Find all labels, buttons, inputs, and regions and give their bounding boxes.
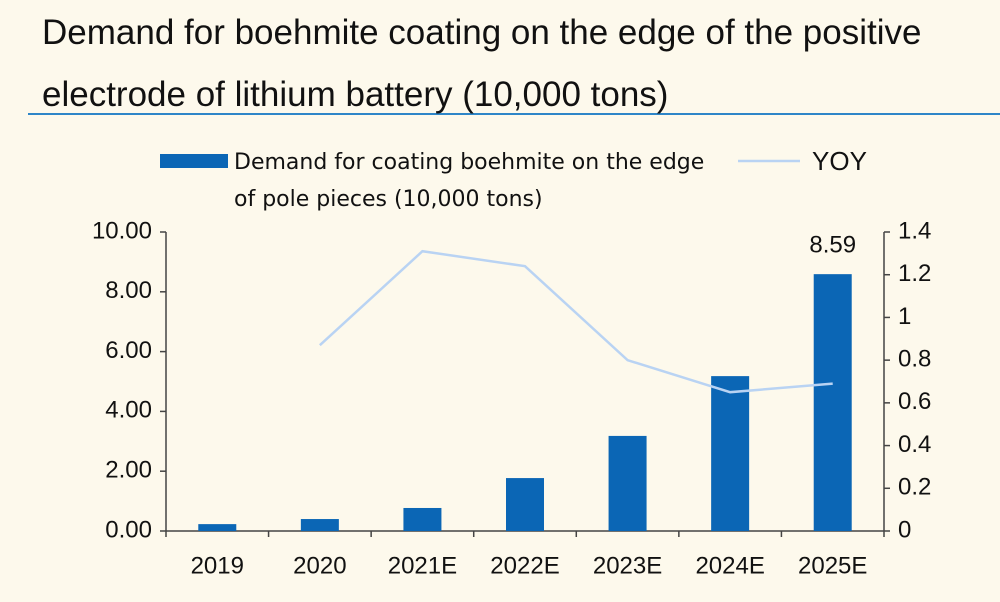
bar bbox=[300, 519, 339, 531]
bar bbox=[711, 376, 750, 531]
legend-swatch bbox=[160, 154, 228, 168]
data-label: 8.59 bbox=[809, 232, 856, 259]
line bbox=[319, 249, 833, 394]
y2-tick-label: 0.2 bbox=[898, 474, 931, 501]
legend-label: YOY bbox=[812, 146, 867, 176]
y2-tick-label: 0.4 bbox=[898, 431, 931, 458]
bar bbox=[403, 507, 442, 531]
legend-label: Demand for coating boehmite on the edge … bbox=[234, 150, 705, 212]
y2-tick-label: 0.8 bbox=[898, 345, 931, 372]
y2-tick-label: 1.2 bbox=[898, 260, 931, 287]
y-tick-label: 0.00 bbox=[105, 516, 152, 543]
bar bbox=[608, 435, 647, 531]
y2-tick-label: 1 bbox=[898, 303, 911, 330]
y-tick-label: 10.00 bbox=[92, 217, 152, 244]
bar bbox=[813, 274, 852, 531]
chart-title: Demand for boehmite coating on the edge … bbox=[42, 13, 922, 114]
x-tick-label: 2022E bbox=[490, 552, 559, 579]
y-tick-label: 2.00 bbox=[105, 457, 152, 484]
x-tick-label: 2023E bbox=[593, 552, 662, 579]
y2-tick-label: 0.6 bbox=[898, 388, 931, 415]
x-tick-label: 2024E bbox=[695, 552, 764, 579]
x-tick-label: 2019 bbox=[191, 552, 244, 579]
x-tick-label: 2020 bbox=[293, 552, 346, 579]
y-tick-label: 6.00 bbox=[105, 337, 152, 364]
x-tick-label: 2021E bbox=[388, 552, 457, 579]
y-tick-label: 8.00 bbox=[105, 277, 152, 304]
bar bbox=[198, 524, 237, 531]
y-tick-label: 4.00 bbox=[105, 397, 152, 424]
bar bbox=[506, 478, 544, 531]
y2-tick-label: 1.4 bbox=[898, 217, 931, 244]
y2-tick-label: 0 bbox=[898, 516, 911, 543]
x-tick-label: 2025E bbox=[798, 552, 867, 579]
